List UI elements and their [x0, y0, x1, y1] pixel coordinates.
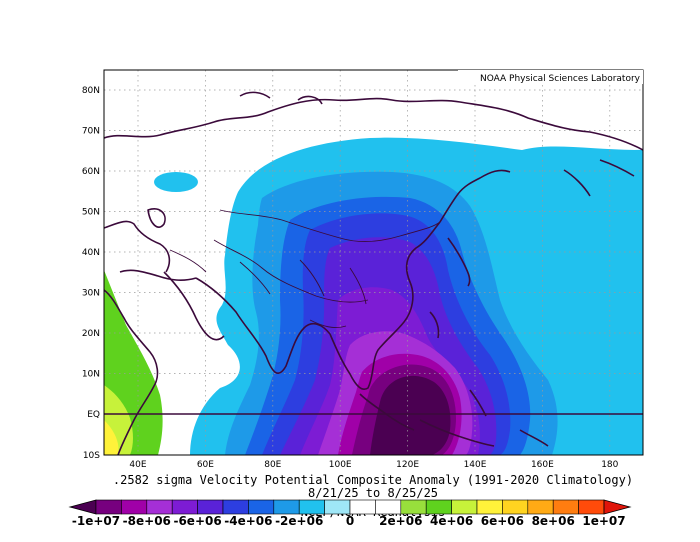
lat-label: EQ: [87, 410, 100, 420]
lon-label: 180: [601, 460, 618, 470]
colorbar-segment: [578, 499, 605, 515]
map-area: [104, 70, 643, 455]
colorbar-label: -6e+06: [173, 514, 221, 528]
lat-label: 80N: [82, 86, 100, 96]
colorbar-segment: [248, 499, 275, 515]
map-title: .2582 sigma Velocity Potential Composite…: [113, 473, 633, 487]
lat-label: 60N: [82, 167, 100, 177]
lat-label: 40N: [82, 248, 100, 258]
contour-deepest: [370, 375, 451, 455]
date-range: 8/21/25 to 8/25/25: [308, 486, 438, 500]
colorbar-segment: [400, 499, 427, 515]
lat-label: 10N: [82, 370, 100, 380]
lon-label: 60E: [197, 460, 214, 470]
lon-label: 120E: [396, 460, 419, 470]
colorbar-label: -2e+06: [275, 514, 323, 528]
colorbar-segment: [298, 499, 325, 515]
lat-label: 20N: [82, 329, 100, 339]
colorbar-label: -8e+06: [123, 514, 171, 528]
lon-label: 40E: [129, 460, 146, 470]
colorbar-label: 4e+06: [430, 514, 473, 528]
lon-label: 160E: [531, 460, 554, 470]
colorbar-max-arrow: [603, 499, 632, 515]
contour-yellow: [104, 420, 119, 455]
colorbar-segment: [146, 499, 173, 515]
colorbar-segment: [425, 499, 452, 515]
colorbar-segment: [171, 499, 198, 515]
lat-label: 10S: [83, 451, 100, 461]
colorbar-min-arrow: [68, 499, 97, 515]
colorbar-segment: [552, 499, 579, 515]
credit-box: [458, 70, 643, 84]
colorbar-segment: [95, 499, 122, 515]
colorbar-label: 2e+06: [379, 514, 422, 528]
colorbar: [68, 499, 632, 515]
lat-lon-grid: [104, 70, 643, 455]
colorbar-label: 1e+07: [582, 514, 625, 528]
colorbar-segment: [324, 499, 351, 515]
country-borders: [169, 209, 441, 329]
colorbar-label: -1e+07: [72, 514, 120, 528]
colorbar-segment: [451, 499, 478, 515]
lat-label: 70N: [82, 127, 100, 137]
map-frame: [103, 69, 644, 456]
lon-label: 140E: [464, 460, 487, 470]
colorbar-labels: -1e+07 -8e+06 -6e+06 -4e+06 -2e+06 0 2e+06 4e+0…: [72, 514, 626, 528]
coastlines: [104, 91, 643, 455]
lon-label: 100E: [329, 460, 352, 470]
colorbar-segment: [222, 499, 249, 515]
colorbar-label: 8e+06: [532, 514, 575, 528]
colorbar-label: 0: [346, 514, 354, 528]
colorbar-segment: [476, 499, 503, 515]
colorbar-segment: [197, 499, 224, 515]
colorbar-segment: [273, 499, 300, 515]
longitude-labels: 40E 60E 80E 100E 120E 140E 160E 180: [129, 460, 618, 470]
lon-label: 80E: [264, 460, 281, 470]
colorbar-label: -4e+06: [224, 514, 272, 528]
colorbar-segment: [375, 499, 402, 515]
colorbar-segment: [502, 499, 529, 515]
colorbar-label: 6e+06: [481, 514, 524, 528]
colorbar-segment: [121, 499, 148, 515]
colorbar-segment: [527, 499, 554, 515]
latitude-labels: 80N 70N 60N 50N 40N 30N 20N 10N EQ 10S: [82, 86, 100, 461]
contour-small-blob: [154, 172, 198, 192]
lat-label: 50N: [82, 208, 100, 218]
credit-label: NOAA Physical Sciences Laboratory: [480, 74, 641, 84]
colorbar-segment: [349, 499, 376, 515]
lat-label: 30N: [82, 289, 100, 299]
